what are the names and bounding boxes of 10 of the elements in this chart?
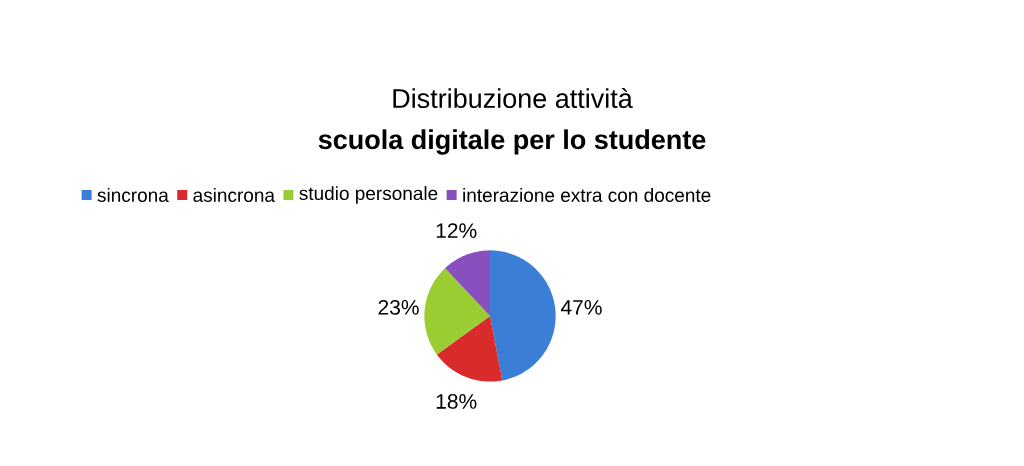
chart-subtitle: scuola digitale per lo studente — [318, 129, 706, 155]
chart-title: Distribuzione attività — [393, 87, 633, 109]
legend-label: asincrona — [193, 188, 275, 202]
data-label: 47% — [560, 300, 602, 315]
legend-label: sincrona — [97, 188, 169, 202]
data-label: 12% — [436, 223, 477, 238]
data-label: 23% — [378, 299, 419, 315]
legend-label: interazione extra con docente — [463, 188, 711, 202]
legend-label: studio personale — [299, 186, 438, 204]
data-label: 18% — [436, 393, 477, 409]
